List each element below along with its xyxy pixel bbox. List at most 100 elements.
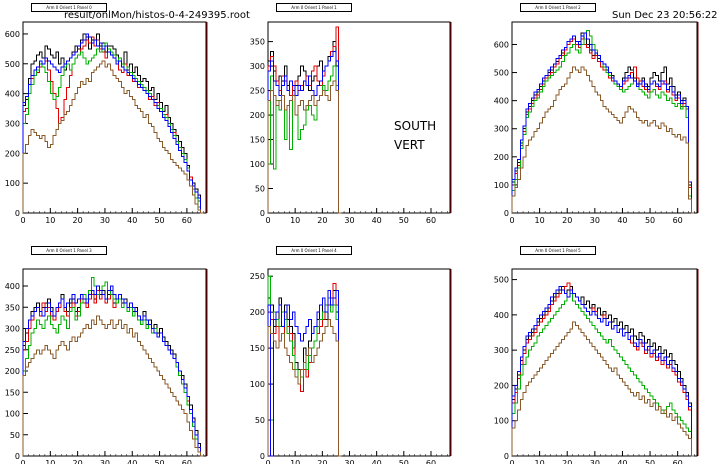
x-tick-label: 60 [673, 459, 683, 464]
y-tick-label: 300 [250, 62, 265, 71]
x-tick-label: 50 [154, 216, 164, 225]
y-tick-label: 600 [5, 30, 20, 39]
y-tick-label: 0 [260, 209, 265, 218]
series-green [267, 65, 342, 214]
series-brown [267, 318, 342, 457]
series-brown [22, 60, 204, 214]
series-black [267, 290, 342, 457]
x-tick-label: 0 [509, 459, 514, 464]
x-tick-label: 30 [344, 216, 354, 225]
y-tick-label: 300 [5, 325, 20, 334]
y-tick-label: 200 [5, 367, 20, 376]
y-tick-label: 400 [5, 282, 20, 291]
y-tick-label: 50 [255, 185, 265, 194]
y-tick-label: 300 [494, 125, 509, 134]
x-tick-label: 0 [20, 216, 25, 225]
south-label: SOUTH [394, 119, 437, 133]
series-blue [22, 285, 204, 457]
y-tick-label: 200 [5, 149, 20, 158]
x-tick-label: 20 [562, 216, 572, 225]
x-tick-label: 20 [317, 216, 327, 225]
x-tick-label: 10 [290, 459, 300, 464]
series-brown [267, 80, 342, 214]
x-tick-label: 40 [617, 459, 627, 464]
y-tick-label: 0 [260, 452, 265, 461]
y-tick-label: 150 [250, 136, 265, 145]
panel-3: 0 10 20 30 40 50 60 0 50 100 150 200 250 300 350 400 [5, 268, 208, 464]
series-black [267, 41, 342, 214]
y-tick-label: 350 [5, 303, 20, 312]
x-tick-label: 40 [127, 459, 137, 464]
x-tick-label: 50 [154, 459, 164, 464]
x-tick-label: 10 [290, 216, 300, 225]
panel-title: Arm 0 Orient 1 Panel 4 [276, 246, 352, 255]
x-tick-label: 20 [73, 459, 83, 464]
y-tick-label: 200 [250, 111, 265, 120]
y-tick-label: 0 [504, 452, 509, 461]
y-tick-label: 400 [494, 97, 509, 106]
x-tick-label: 30 [344, 459, 354, 464]
series-brown [511, 66, 695, 214]
panel-title: Arm 0 Orient 1 Panel 2 [520, 3, 596, 12]
x-tick-label: 10 [535, 216, 545, 225]
series-red [267, 26, 342, 214]
series-blue [267, 290, 342, 457]
panel-title: Arm 0 Orient 1 Panel 5 [520, 246, 596, 255]
y-tick-label: 400 [494, 311, 509, 320]
y-tick-label: 300 [5, 119, 20, 128]
x-tick-label: 0 [20, 459, 25, 464]
y-tick-label: 100 [494, 181, 509, 190]
y-tick-label: 250 [5, 346, 20, 355]
panel-4: 0 10 20 30 40 50 60 0 50 100 150 200 250 [250, 268, 452, 464]
file-path-label: result/onlMon/histos-0-4-249395.root [64, 10, 250, 21]
x-tick-label: 10 [535, 459, 545, 464]
series-green [22, 42, 204, 214]
panel-5: 0 10 20 30 40 50 60 0 100 200 300 400 500 [494, 268, 699, 464]
series-blue [511, 286, 695, 457]
x-tick-label: 30 [590, 216, 600, 225]
y-tick-label: 100 [5, 410, 20, 419]
series-brown [22, 315, 204, 457]
panel-title-text: Arm 0 Orient 1 Panel 2 [535, 5, 581, 10]
x-tick-label: 10 [45, 459, 55, 464]
series-black [22, 33, 204, 214]
y-tick-label: 600 [494, 40, 509, 49]
panel-title: Arm 0 Orient 1 Panel 3 [31, 246, 107, 255]
plot-frame [267, 21, 451, 214]
y-tick-label: 200 [250, 308, 265, 317]
x-tick-label: 20 [562, 459, 572, 464]
x-tick-label: 30 [100, 216, 110, 225]
y-tick-label: 300 [494, 346, 509, 355]
y-tick-label: 0 [504, 209, 509, 218]
x-tick-label: 40 [372, 216, 382, 225]
panel-title-text: Arm 0 Orient 1 Panel 0 [46, 5, 92, 10]
x-tick-label: 30 [590, 459, 600, 464]
x-tick-label: 40 [372, 459, 382, 464]
x-tick-label: 50 [645, 459, 655, 464]
panel-title: Arm 0 Orient 1 Panel 0 [31, 3, 107, 12]
series-blue [511, 32, 695, 214]
y-tick-label: 350 [250, 38, 265, 47]
series-blue [267, 50, 342, 214]
series-green [511, 29, 695, 214]
y-tick-label: 500 [5, 60, 20, 69]
y-tick-label: 50 [10, 431, 20, 440]
x-tick-label: 40 [617, 216, 627, 225]
y-tick-label: 100 [5, 179, 20, 188]
x-tick-label: 60 [182, 216, 192, 225]
panel-1: 0 10 20 30 40 50 60 0 50 100 150 200 250 300 350 [250, 21, 452, 225]
series-blue [22, 33, 204, 214]
y-tick-label: 100 [250, 160, 265, 169]
panel-title-text: Arm 0 Orient 1 Panel 3 [46, 248, 92, 253]
x-tick-label: 20 [73, 216, 83, 225]
y-tick-label: 150 [250, 344, 265, 353]
y-tick-label: 250 [250, 87, 265, 96]
panel-title-text: Arm 0 Orient 1 Panel 4 [291, 248, 337, 253]
x-tick-label: 60 [426, 216, 436, 225]
x-tick-label: 30 [100, 459, 110, 464]
y-tick-label: 100 [250, 380, 265, 389]
panel-title-text: Arm 0 Orient 1 Panel 5 [535, 248, 581, 253]
